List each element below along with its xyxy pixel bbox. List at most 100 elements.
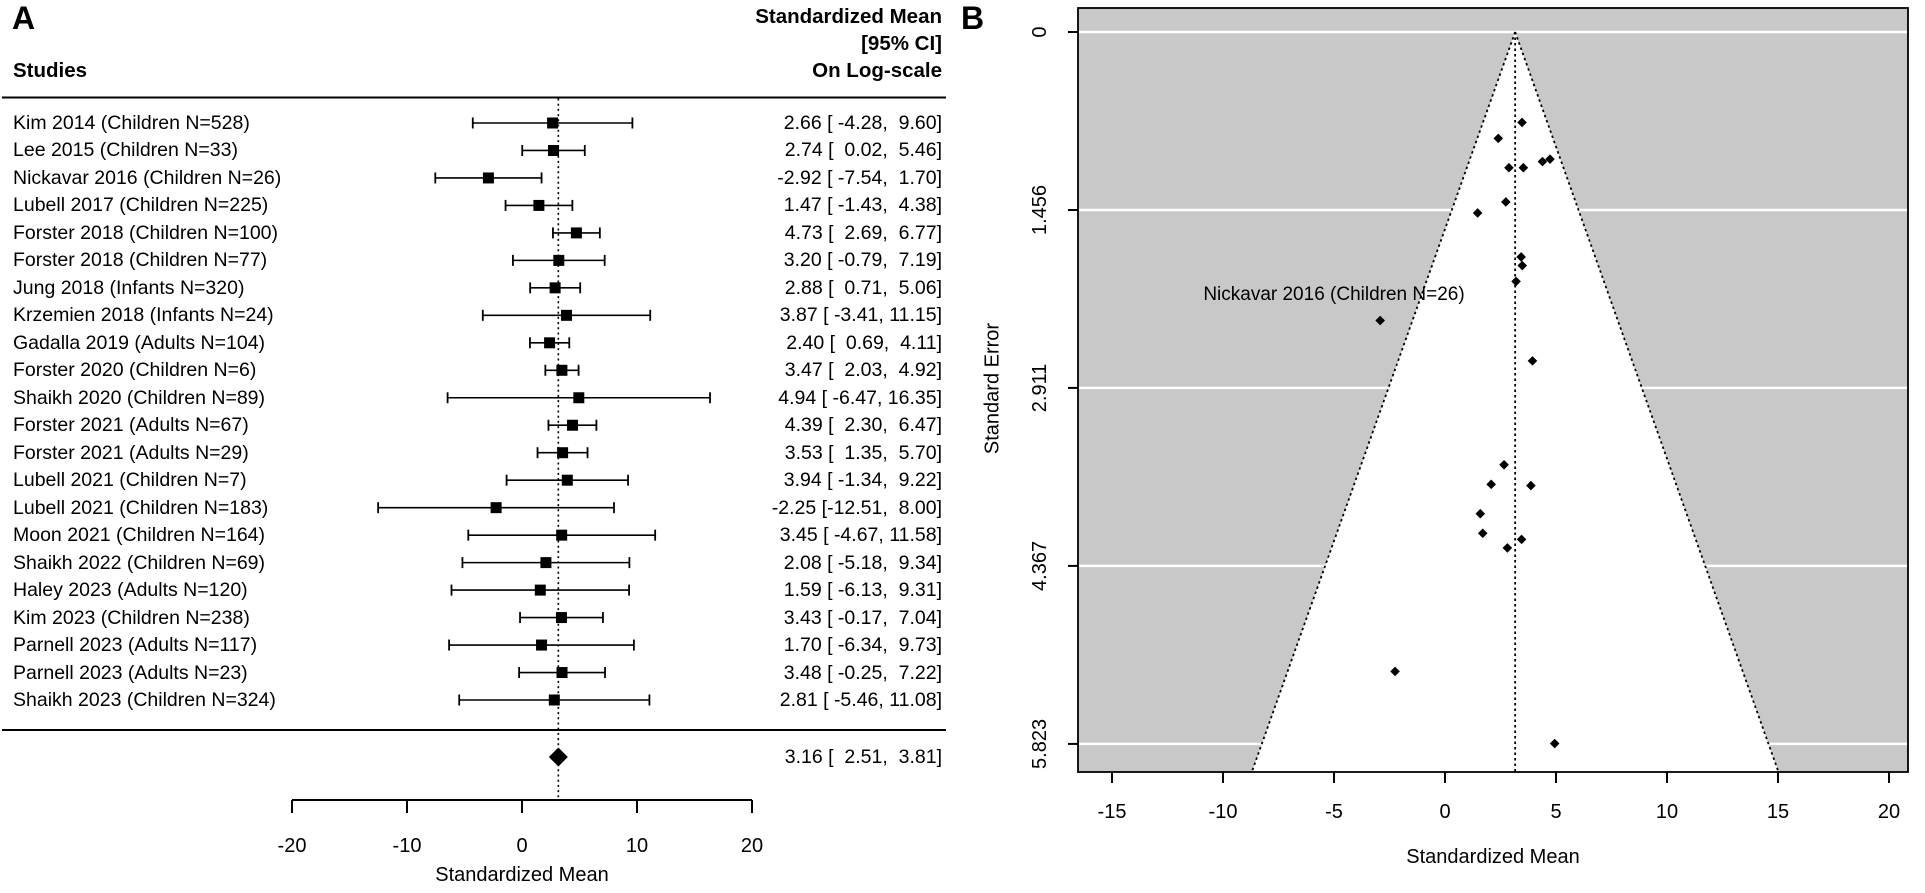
effect-square-marker [544,337,556,349]
study-label: Forster 2021 (Adults N=67) [13,414,249,437]
funnel-point [1475,508,1486,519]
study-ci-value: 3.87 [ -3.41, 11.15] [779,304,942,327]
funnel-point [1518,162,1529,173]
funnel-point [1502,543,1513,553]
funnel-point [1472,208,1483,218]
funnel-point [1545,154,1555,164]
study-ci-value: -2.25 [-12.51, 8.00] [771,496,942,519]
study-ci-value: 1.59 [ -6.13, 9.31] [783,579,942,602]
funnel-point [1516,534,1527,545]
funnel-x-tick-label: -15 [1098,801,1127,823]
forest-row [518,667,606,679]
funnel-point [1526,480,1536,491]
forest-row [461,557,631,569]
effect-square-marker [555,612,567,624]
forest-row [434,172,543,184]
study-label: Parnell 2023 (Adults N=117) [13,634,258,657]
funnel-y-tick-label: 5.823 [1029,719,1051,769]
funnel-y-tick-label: 4.367 [1029,541,1051,591]
study-label: Gadalla 2019 (Adults N=104) [13,331,266,354]
study-ci-value: 3.94 [ -1.34, 9.22] [783,469,942,492]
value-column-header: Standardized Mean [95% CI] On Log-scale [600,3,942,84]
effect-square-marker [556,364,568,376]
effect-square-marker [573,392,585,404]
study-ci-value: 1.47 [ -1.43, 4.38] [783,194,942,217]
funnel-x-tick-label: -5 [1325,801,1343,823]
funnel-x-tick-label: 10 [1656,801,1678,823]
study-ci-value: 3.47 [ 2.03, 4.92] [784,359,942,382]
study-ci-value: 1.70 [ -6.34, 9.73] [783,634,942,657]
study-ci-value: 3.53 [ 1.35, 5.70] [784,441,942,464]
study-label: Moon 2021 (Children N=164) [13,524,266,547]
study-label: Krzemien 2018 (Infants N=24) [13,304,274,327]
funnel-y-tick-label: 0 [1029,26,1051,37]
funnel-point [1527,356,1538,366]
value-header-line3: On Log-scale [812,59,942,82]
forest-row [552,227,601,239]
effect-square-marker [549,282,561,294]
study-ci-value: 4.73 [ 2.69, 6.77] [784,221,942,244]
study-label: Haley 2023 (Adults N=120) [13,579,248,602]
funnel-point [1511,276,1521,287]
forest-row [529,282,582,294]
funnel-point [1517,260,1528,271]
study-ci-value: 4.39 [ 2.30, 6.47] [784,414,942,437]
funnel-x-tick-label: -10 [1209,801,1238,823]
effect-square-marker [533,199,545,211]
forest-row [448,639,635,651]
effect-square-marker [570,227,582,239]
forest-row [521,144,586,156]
forest-x-tick-label: -20 [278,835,307,857]
funnel-y-tick-label: 1.456 [1029,185,1051,235]
study-ci-value: 2.74 [ 0.02, 5.46] [784,139,942,162]
effect-square-marker [557,447,569,459]
study-label: Lubell 2017 (Children N=225) [13,194,269,217]
forest-row [544,364,580,376]
forest-x-tick-label: -10 [393,835,422,857]
study-ci-value: -2.92 [ -7.54, 1.70] [777,166,942,189]
study-label: Lubell 2021 (Children N=7) [13,469,247,492]
funnel-point [1517,117,1527,128]
funnel-point [1390,666,1400,677]
effect-square-marker [536,639,548,651]
study-label: Forster 2021 (Adults N=29) [13,441,249,464]
study-ci-value: 3.45 [ -4.67, 11.58] [779,524,942,547]
funnel-right-edge [1514,31,1780,773]
effect-square-marker [540,557,552,569]
effect-square-marker [534,584,546,596]
effect-square-marker [547,117,559,129]
effect-square-marker [490,502,502,514]
forest-row [505,474,629,486]
study-ci-value: 3.48 [ -0.25, 7.22] [783,661,942,684]
funnel-point [1549,738,1560,749]
funnel-x-tick-label: 0 [1439,801,1450,823]
study-ci-value: 3.20 [ -0.79, 7.19] [783,249,942,272]
effect-square-marker [482,172,494,184]
funnel-y-axis-title: Standard Error [981,322,1004,455]
forest-row [512,254,606,266]
forest-x-axis-title: Standardized Mean [435,864,609,886]
study-label: Lubell 2021 (Children N=183) [13,496,269,519]
effect-square-marker [556,667,568,679]
effect-square-marker [566,419,578,431]
forest-row [529,337,571,349]
funnel-point [1375,315,1385,326]
study-label: Shaikh 2022 (Children N=69) [13,551,266,574]
panel-b-label: B [961,0,985,36]
study-label: Shaikh 2020 (Children N=89) [13,386,266,409]
forest-row [536,447,589,459]
study-ci-value: 4.94 [ -6.47, 16.35] [778,386,942,409]
funnel-point [1537,156,1548,167]
funnel-point [1477,528,1488,539]
study-label: Forster 2018 (Children N=77) [13,249,268,272]
forest-row [450,584,630,596]
forest-plot-canvas: -20 -10 0 10 20 [2,96,946,857]
funnel-x-tick-label: 5 [1550,801,1561,823]
forest-x-tick-label: 0 [516,835,527,857]
summary-diamond [548,747,568,767]
funnel-x-tick-label: 20 [1878,801,1900,823]
study-label: Kim 2014 (Children N=528) [13,112,250,134]
study-label: Kim 2023 (Children N=238) [13,606,250,629]
study-ci-value: 2.81 [ -5.46, 11.08] [779,688,942,711]
